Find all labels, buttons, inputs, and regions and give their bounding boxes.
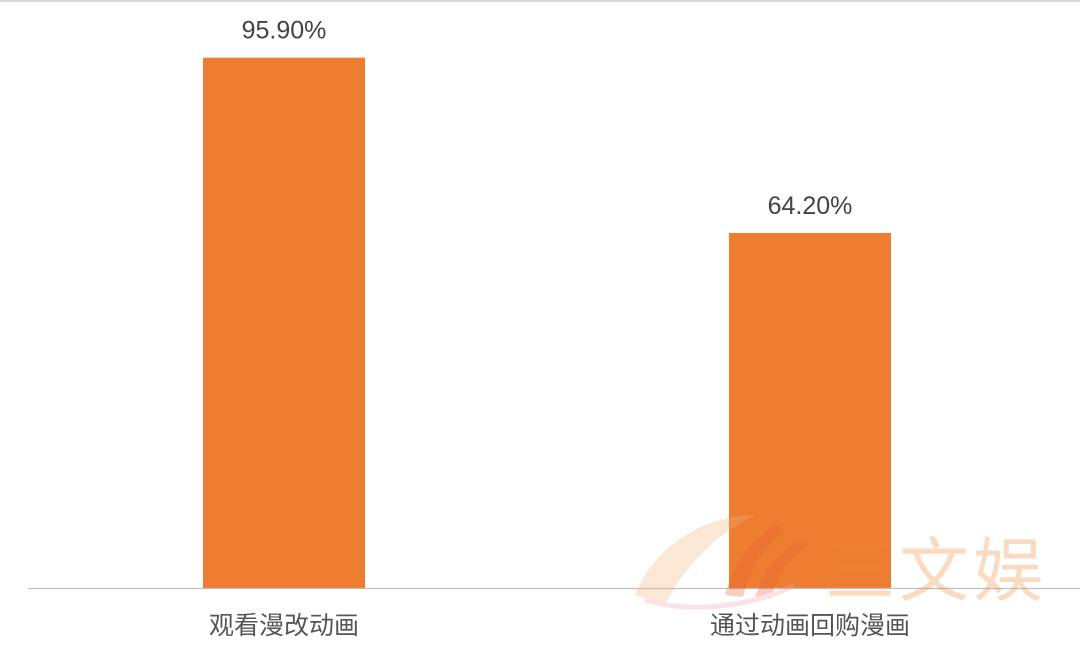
top-border xyxy=(0,0,1080,2)
bar xyxy=(203,57,365,589)
x-tick-label: 观看漫改动画 xyxy=(209,611,359,640)
bar xyxy=(729,232,891,588)
data-label: 95.90% xyxy=(242,17,327,45)
x-tick-label: 通过动画回购漫画 xyxy=(710,611,910,640)
data-label: 64.20% xyxy=(768,192,853,220)
